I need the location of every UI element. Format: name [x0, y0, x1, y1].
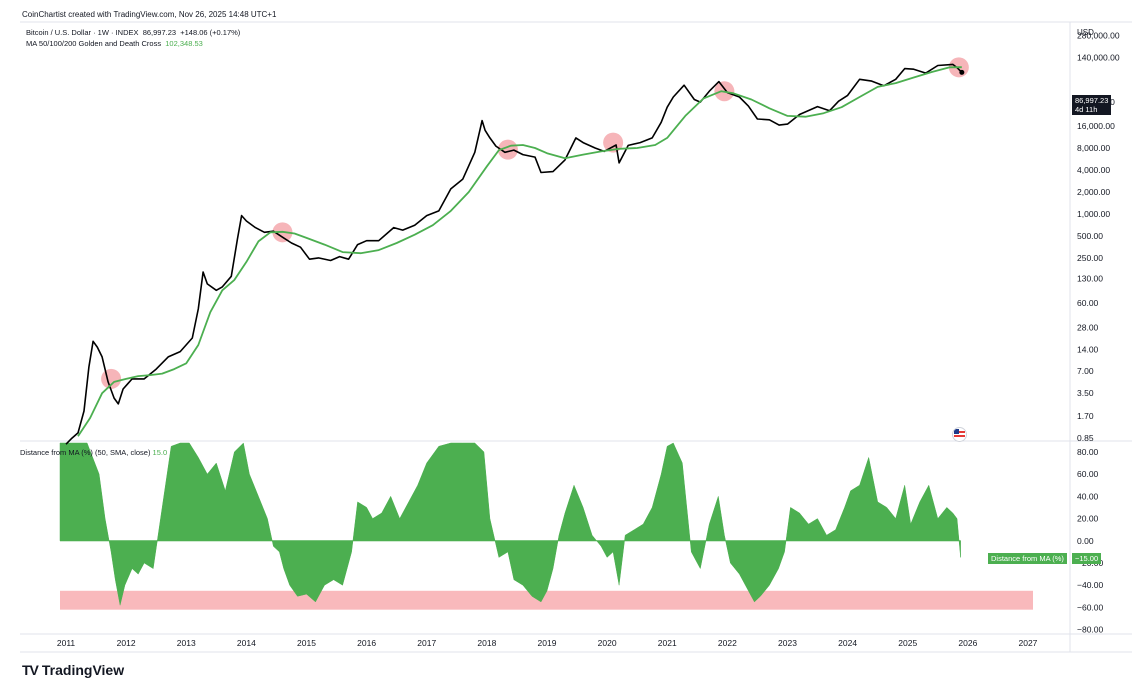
year-tick-label: 2011 — [57, 638, 76, 648]
ma-label[interactable]: MA 50/100/200 Golden and Death Cross — [26, 39, 162, 48]
us-flag-icon[interactable] — [952, 427, 967, 442]
year-tick-label: 2023 — [778, 638, 797, 648]
year-tick-label: 2017 — [417, 638, 436, 648]
oscillator-tick-label: 60.00 — [1077, 469, 1099, 479]
year-tick-label: 2018 — [477, 638, 496, 648]
oscillator-tick-label: 40.00 — [1077, 491, 1099, 501]
year-tick-label: 2024 — [838, 638, 857, 648]
year-tick-label: 2019 — [538, 638, 557, 648]
year-tick-label: 2013 — [177, 638, 196, 648]
tradingview-wordmark: TradingView — [41, 662, 125, 678]
price-tick-label: 2,000.00 — [1077, 187, 1110, 197]
oscillator-badge-label: Distance from MA (%) — [988, 553, 1067, 564]
oscillator-area — [59, 442, 961, 606]
last-price: 86,997.23 — [142, 28, 177, 37]
price-change: +148.06 (+0.17%) — [180, 28, 241, 37]
oscillator-legend-value: 15.0 — [152, 448, 168, 457]
price-tick-label: 60.00 — [1077, 298, 1099, 308]
currency-label[interactable]: USD — [1077, 28, 1094, 37]
price-tick-label: 8,000.00 — [1077, 143, 1110, 153]
price-tick-label: 140,000.00 — [1077, 52, 1120, 62]
oscillator-label[interactable]: Distance from MA (%) (50, SMA, close) — [20, 448, 151, 457]
oscillator-tick-label: −60.00 — [1077, 602, 1104, 612]
price-line — [65, 63, 963, 445]
symbol-legend: Bitcoin / U.S. Dollar · 1W · INDEX 86,99… — [26, 28, 240, 37]
oscillator-legend: Distance from MA (%) (50, SMA, close) 15… — [20, 448, 167, 457]
price-tick-label: 250.00 — [1077, 253, 1103, 263]
drawdown-zone-band — [60, 590, 1033, 610]
chart-credit: CoinChartist created with TradingView.co… — [22, 10, 277, 19]
price-tick-label: 1,000.00 — [1077, 209, 1110, 219]
year-tick-label: 2022 — [718, 638, 737, 648]
year-tick-label: 2026 — [958, 638, 977, 648]
year-tick-label: 2016 — [357, 638, 376, 648]
ma-value: 102,348.53 — [165, 39, 203, 48]
price-tick-label: 14.00 — [1077, 344, 1099, 354]
year-tick-label: 2027 — [1019, 638, 1038, 648]
ma-line — [77, 66, 962, 437]
oscillator-badge-value: −15.00 — [1072, 553, 1102, 564]
oscillator-tick-label: −80.00 — [1077, 625, 1104, 635]
tradingview-logo-icon: TV — [22, 662, 39, 678]
year-tick-label: 2014 — [237, 638, 256, 648]
price-tick-label: 1.70 — [1077, 411, 1094, 421]
tradingview-logo[interactable]: TV TradingView — [22, 662, 124, 678]
year-tick-label: 2021 — [658, 638, 677, 648]
axes: 280,000.00140,000.0034,000.0016,000.008,… — [57, 30, 1120, 648]
price-tick-label: 3.50 — [1077, 388, 1094, 398]
price-tick-label: 4,000.00 — [1077, 165, 1110, 175]
price-badge: 86,997.23 4d 11h — [1072, 95, 1112, 115]
ma-legend: MA 50/100/200 Golden and Death Cross 102… — [26, 39, 203, 48]
cross-marker-3 — [497, 139, 518, 160]
year-tick-label: 2015 — [297, 638, 316, 648]
oscillator-pane — [59, 442, 1033, 610]
price-tick-label: 130.00 — [1077, 274, 1103, 284]
price-tick-label: 16,000.00 — [1077, 121, 1115, 131]
price-pane — [65, 57, 969, 445]
year-tick-label: 2025 — [898, 638, 917, 648]
price-tick-label: 28.00 — [1077, 322, 1099, 332]
oscillator-tick-label: 0.00 — [1077, 536, 1094, 546]
symbol-title[interactable]: Bitcoin / U.S. Dollar · 1W · INDEX — [26, 28, 139, 37]
price-tick-label: 280,000.00 — [1077, 30, 1120, 40]
last-price-dot — [959, 69, 965, 75]
oscillator-tick-label: −40.00 — [1077, 580, 1104, 590]
price-badge-countdown: 4d 11h — [1075, 105, 1098, 114]
price-tick-label: 0.85 — [1077, 433, 1094, 443]
price-tick-label: 7.00 — [1077, 366, 1094, 376]
year-tick-label: 2012 — [117, 638, 136, 648]
year-tick-label: 2020 — [598, 638, 617, 648]
cross-marker-4 — [603, 132, 624, 153]
price-badge-value: 86,997.23 — [1075, 96, 1109, 105]
oscillator-tick-label: 20.00 — [1077, 514, 1099, 524]
price-tick-label: 500.00 — [1077, 231, 1103, 241]
oscillator-tick-label: 80.00 — [1077, 447, 1099, 457]
